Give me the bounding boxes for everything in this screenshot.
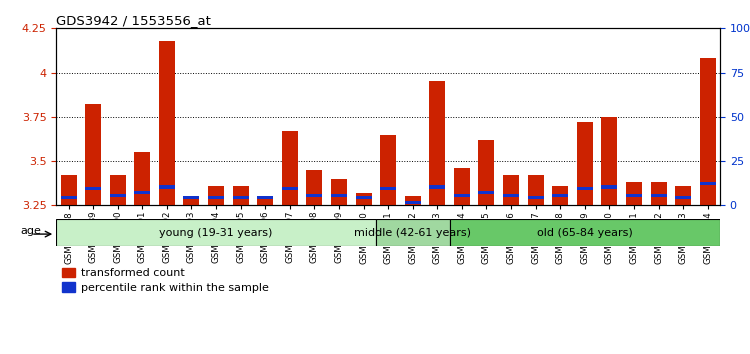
Bar — [528, 175, 544, 205]
Bar — [700, 58, 715, 205]
Legend: transformed count, percentile rank within the sample: transformed count, percentile rank withi… — [62, 268, 268, 293]
Bar — [478, 191, 494, 194]
Bar — [232, 196, 248, 199]
Bar — [454, 194, 470, 197]
Bar — [454, 168, 470, 205]
Bar — [86, 104, 101, 205]
Bar — [184, 196, 200, 199]
Bar — [307, 194, 322, 197]
Bar — [257, 196, 273, 199]
Bar — [602, 117, 617, 205]
Bar — [449, 219, 720, 246]
Bar — [356, 193, 371, 205]
Bar — [376, 219, 449, 246]
Bar — [626, 194, 642, 197]
Bar — [208, 186, 224, 205]
Text: young (19-31 years): young (19-31 years) — [159, 228, 273, 238]
Text: GDS3942 / 1553556_at: GDS3942 / 1553556_at — [56, 14, 211, 27]
Bar — [650, 194, 667, 197]
Bar — [577, 122, 592, 205]
Bar — [650, 182, 667, 205]
Bar — [429, 81, 445, 205]
Bar — [356, 196, 371, 199]
Bar — [405, 196, 421, 205]
Bar — [626, 182, 642, 205]
Bar — [700, 182, 715, 185]
Text: age: age — [20, 227, 41, 236]
Bar — [257, 196, 273, 205]
Bar — [503, 194, 519, 197]
Bar — [159, 41, 175, 205]
Bar — [232, 186, 248, 205]
Bar — [208, 196, 224, 199]
Bar — [552, 194, 568, 197]
Bar — [552, 186, 568, 205]
Bar — [675, 186, 691, 205]
Bar — [380, 135, 396, 205]
Bar — [577, 187, 592, 190]
Bar — [61, 196, 76, 199]
Bar — [110, 175, 126, 205]
Bar — [86, 187, 101, 190]
Bar — [134, 152, 150, 205]
Bar — [405, 201, 421, 204]
Bar — [380, 187, 396, 190]
Bar — [282, 131, 298, 205]
Bar — [110, 194, 126, 197]
Bar — [159, 185, 175, 188]
Bar — [478, 140, 494, 205]
Bar — [528, 196, 544, 199]
Bar — [429, 185, 445, 188]
Bar — [331, 194, 347, 197]
Bar — [503, 175, 519, 205]
Text: old (65-84 years): old (65-84 years) — [537, 228, 633, 238]
Bar — [134, 191, 150, 194]
Bar — [282, 187, 298, 190]
Bar — [602, 185, 617, 188]
Bar — [331, 179, 347, 205]
Bar — [675, 196, 691, 199]
Text: middle (42-61 years): middle (42-61 years) — [354, 228, 471, 238]
Bar — [61, 175, 76, 205]
Bar — [184, 196, 200, 205]
Bar — [307, 170, 322, 205]
Bar — [56, 219, 376, 246]
